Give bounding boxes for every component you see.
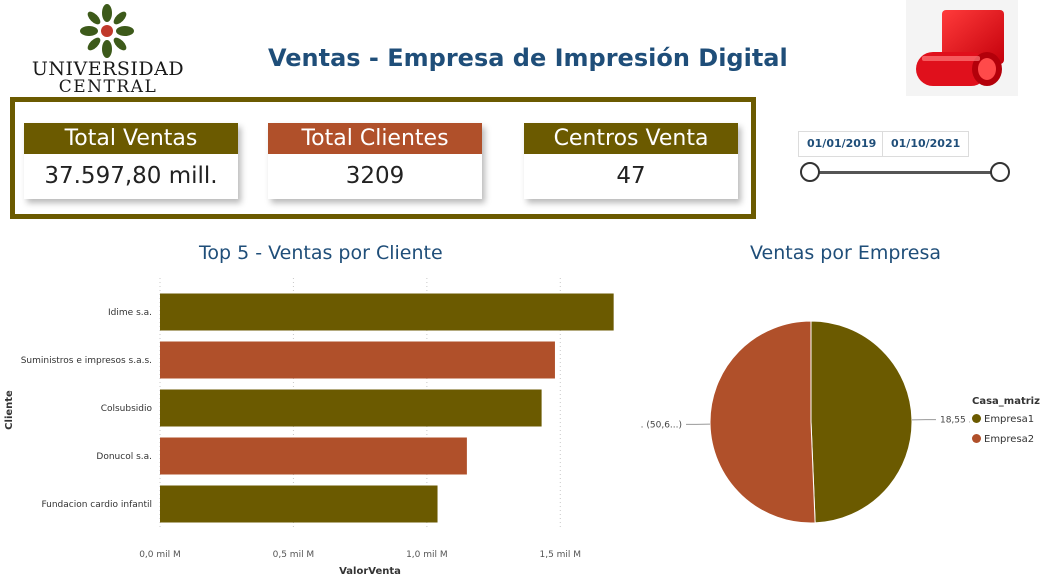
kpi-label: Centros Venta xyxy=(524,123,738,154)
kpi-value: 37.597,80 mill. xyxy=(44,163,218,189)
pie-chart-title: Ventas por Empresa xyxy=(750,242,942,264)
pie-legend-title: Casa_matriz xyxy=(972,396,1040,407)
kpi-card-total-ventas: Total Ventas 37.597,80 mill. xyxy=(24,123,238,199)
kpi-card-centros-venta: Centros Venta 47 xyxy=(524,123,738,199)
bar-chart-title: Top 5 - Ventas por Cliente xyxy=(199,242,443,264)
page-title: Ventas - Empresa de Impresión Digital xyxy=(268,44,788,72)
bar-x-tick-label: 0,0 mil M xyxy=(139,550,181,560)
university-logo: UNIVERSIDAD CENTRAL xyxy=(22,4,192,97)
kpi-value: 47 xyxy=(616,163,646,189)
date-end-input[interactable]: 01/10/2021 xyxy=(882,131,970,157)
university-name-line2: CENTRAL xyxy=(58,77,158,97)
bar-x-tick-label: 1,0 mil M xyxy=(406,550,448,560)
bar-chart: 0,0 mil M 0,5 mil M 1,0 mil M 1,5 mil M Idim… xyxy=(4,278,614,577)
pie-data-label: 19,05 ... (50,6...) xyxy=(640,420,682,430)
kpi-label: Total Ventas xyxy=(24,123,238,154)
print-roll-logo-icon xyxy=(916,10,1004,86)
kpi-panel: Total Ventas 37.597,80 mill. Total Clien… xyxy=(10,97,756,219)
bar[interactable] xyxy=(160,437,467,475)
pie-chart: 18,55 ... (49,3...) 19,05 ... (50,6...) xyxy=(640,320,970,524)
pie-legend-item[interactable]: Empresa1 xyxy=(972,414,1034,425)
bar-category-label: Fundacion cardio infantil xyxy=(41,500,152,510)
bar-y-axis-label: Cliente xyxy=(4,390,15,430)
bar[interactable] xyxy=(160,293,614,331)
bar-category-label: Colsubsidio xyxy=(101,404,153,414)
legend-label: Empresa1 xyxy=(984,414,1035,425)
kpi-label: Total Clientes xyxy=(268,123,482,154)
legend-marker-icon xyxy=(972,414,981,423)
university-name-line1: UNIVERSIDAD xyxy=(31,58,185,80)
date-range-start-handle[interactable] xyxy=(800,162,820,182)
bar[interactable] xyxy=(160,341,555,379)
date-range-slider-track[interactable] xyxy=(810,171,1000,174)
bar-category-label: Donucol s.a. xyxy=(96,452,152,462)
university-emblem-icon xyxy=(80,4,134,58)
legend-label: Empresa2 xyxy=(984,434,1035,445)
date-start-input[interactable]: 01/01/2019 xyxy=(798,131,886,157)
bar-x-axis-label: ValorVenta xyxy=(339,566,401,577)
bar-x-tick-label: 0,5 mil M xyxy=(273,550,315,560)
pie-data-label: 18,55 ... (49,3...) xyxy=(940,416,970,426)
pie-legend-item[interactable]: Empresa2 xyxy=(972,434,1034,445)
kpi-value: 3209 xyxy=(345,163,405,189)
legend-marker-icon xyxy=(972,434,981,443)
bar-x-tick-label: 1,5 mil M xyxy=(539,550,581,560)
brand-logo xyxy=(906,0,1018,96)
bar-category-label: Suministros e impresos s.a.s. xyxy=(21,356,152,366)
kpi-card-total-clientes: Total Clientes 3209 xyxy=(268,123,482,199)
bar[interactable] xyxy=(160,485,438,523)
pie-slice[interactable] xyxy=(810,320,913,524)
bar[interactable] xyxy=(160,389,542,427)
pie-slice[interactable] xyxy=(709,320,816,524)
bar-category-label: Idime s.a. xyxy=(108,308,152,318)
date-range-end-handle[interactable] xyxy=(990,162,1010,182)
